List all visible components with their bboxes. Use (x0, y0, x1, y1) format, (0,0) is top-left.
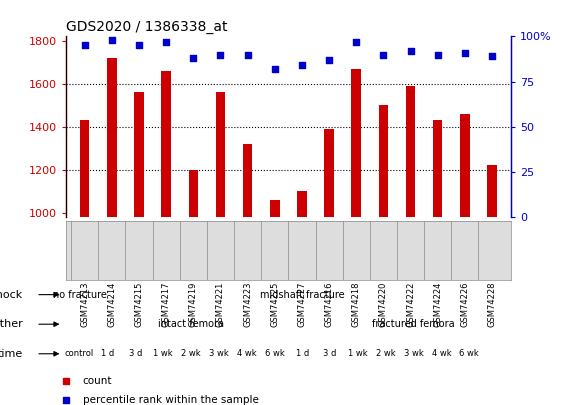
Bar (460, 114, 469, 217)
Bar (134, 92, 144, 217)
Text: 3 wk: 3 wk (209, 349, 228, 358)
Text: 6 wk: 6 wk (264, 349, 284, 358)
Text: 1 wk: 1 wk (348, 349, 368, 358)
Point (406, 48, 415, 54)
Point (270, 66, 279, 72)
Text: 1 wk: 1 wk (153, 349, 173, 358)
Bar (107, 58, 116, 217)
Bar (188, 170, 198, 217)
Text: GDS2020 / 1386338_at: GDS2020 / 1386338_at (66, 20, 227, 34)
Text: percentile rank within the sample: percentile rank within the sample (83, 394, 259, 405)
Text: control: control (65, 349, 94, 358)
Bar (406, 86, 415, 217)
Bar (352, 69, 361, 217)
Point (189, 55, 198, 62)
Bar (162, 71, 171, 217)
Bar (297, 191, 307, 217)
Point (107, 37, 116, 43)
Bar (379, 105, 388, 217)
Text: 2 wk: 2 wk (376, 349, 396, 358)
Bar (216, 92, 225, 217)
Point (297, 62, 307, 68)
Point (460, 49, 469, 56)
Point (352, 38, 361, 45)
Point (162, 38, 171, 45)
Point (433, 51, 443, 58)
Bar (270, 200, 280, 217)
Bar (243, 144, 252, 217)
Text: shock: shock (0, 290, 23, 300)
Text: time: time (0, 349, 23, 359)
Text: no fracture: no fracture (53, 290, 107, 300)
Point (80, 42, 89, 49)
Text: count: count (83, 376, 112, 386)
Text: other: other (0, 319, 23, 329)
Point (216, 51, 225, 58)
Bar (487, 166, 497, 217)
Text: intact femora: intact femora (158, 319, 224, 329)
Text: 3 d: 3 d (128, 349, 142, 358)
Bar (324, 129, 334, 217)
Point (379, 51, 388, 58)
Text: 2 wk: 2 wk (181, 349, 201, 358)
Point (243, 51, 252, 58)
Text: midshaft fracture: midshaft fracture (260, 290, 344, 300)
Text: 6 wk: 6 wk (460, 349, 479, 358)
Text: 4 wk: 4 wk (237, 349, 256, 358)
Point (324, 57, 333, 63)
Bar (80, 120, 90, 217)
Point (488, 53, 497, 60)
Text: fractured femora: fractured femora (372, 319, 455, 329)
Text: 4 wk: 4 wk (432, 349, 451, 358)
Text: 3 wk: 3 wk (404, 349, 424, 358)
Bar (433, 120, 443, 217)
Text: 3 d: 3 d (323, 349, 337, 358)
Text: 1 d: 1 d (101, 349, 114, 358)
Point (134, 42, 143, 49)
Text: 1 d: 1 d (296, 349, 309, 358)
